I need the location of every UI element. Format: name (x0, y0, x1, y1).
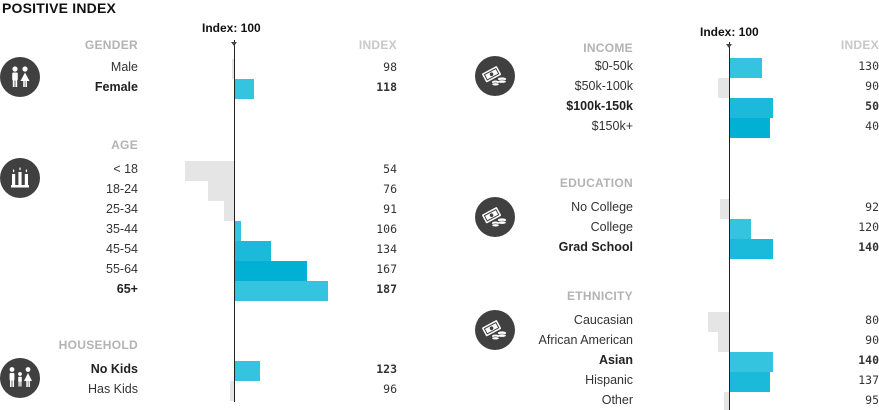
row-label: Has Kids (87, 382, 138, 396)
row-index-value: 98 (383, 60, 397, 74)
row-index-value: 187 (376, 282, 397, 296)
money-icon (475, 310, 515, 350)
index-bar (718, 332, 729, 352)
row-label: Male (110, 60, 138, 74)
row-index-value: 106 (376, 222, 397, 236)
row-index-value: 40 (865, 119, 879, 133)
right-index-100-axis (729, 42, 730, 410)
right-section-title-education: EDUCATION (559, 176, 633, 190)
index-bar (231, 59, 234, 79)
age-icon (0, 158, 40, 198)
index-bar (730, 58, 763, 78)
row-label: Female (94, 80, 138, 94)
index-bar (208, 181, 234, 201)
left-index-100-axis (234, 40, 235, 402)
row-label: No Kids (90, 362, 138, 376)
money-icon-glyph (482, 320, 507, 341)
row-index-value: 54 (383, 162, 397, 176)
row-label: Hispanic (585, 373, 633, 387)
right-axis-label: Index: 100 (700, 25, 759, 39)
index-bar (235, 281, 329, 301)
gender-icon (0, 57, 40, 97)
left-axis-marker-icon (231, 42, 237, 46)
row-index-value: 120 (858, 220, 879, 234)
row-index-value: 91 (383, 202, 397, 216)
age-icon-glyph (11, 167, 29, 188)
index-bar (235, 261, 307, 281)
index-bar (707, 312, 729, 332)
right-section-title-ethnicity: ETHNICITY (566, 289, 633, 303)
row-label: No College (571, 200, 633, 214)
row-index-value: 140 (858, 353, 879, 367)
row-label: 18-24 (106, 182, 138, 196)
row-label: 35-44 (106, 222, 138, 236)
row-index-value: 76 (383, 182, 397, 196)
row-index-value: 50 (865, 99, 879, 113)
row-label: 55-64 (106, 262, 138, 276)
row-label: 45-54 (106, 242, 138, 256)
index-bar (235, 79, 255, 99)
index-bar (730, 118, 770, 138)
row-index-value: 130 (858, 59, 879, 73)
index-bar (730, 98, 773, 118)
left-index-column-header: INDEX (358, 38, 397, 52)
left-section-title-age: AGE (111, 138, 138, 152)
row-index-value: 123 (376, 362, 397, 376)
right-axis-marker-icon (726, 44, 732, 48)
row-label: College (590, 220, 633, 234)
row-index-value: 167 (376, 262, 397, 276)
index-bar (730, 372, 770, 392)
index-bar (718, 78, 729, 98)
row-label: 65+ (116, 282, 138, 296)
row-index-value: 90 (865, 79, 879, 93)
money-icon (475, 56, 515, 96)
money-icon-glyph (482, 66, 507, 87)
index-bar (730, 352, 773, 372)
row-label: Asian (598, 353, 633, 367)
left-axis-label: Index: 100 (202, 21, 261, 35)
index-bar (235, 221, 242, 241)
money-icon-glyph (482, 207, 507, 228)
row-label: Other (601, 393, 633, 407)
money-icon (475, 197, 515, 237)
right-index-column-header: INDEX (840, 38, 879, 52)
row-index-value: 80 (865, 313, 879, 327)
row-index-value: 90 (865, 333, 879, 347)
row-label: Grad School (558, 240, 633, 254)
page-title: POSITIVE INDEX (2, 0, 117, 16)
index-bar (184, 161, 234, 181)
index-bar (730, 239, 773, 259)
row-label: 25-34 (106, 202, 138, 216)
row-index-value: 137 (858, 373, 879, 387)
row-label: $150k+ (591, 119, 633, 133)
row-index-value: 95 (865, 393, 879, 407)
left-section-title-gender: GENDER (84, 38, 138, 52)
index-bar (723, 392, 729, 410)
row-index-value: 140 (858, 240, 879, 254)
row-label: Caucasian (573, 313, 633, 327)
row-index-value: 96 (383, 382, 397, 396)
index-bar (224, 201, 234, 221)
row-label: < 18 (113, 162, 138, 176)
row-index-value: 134 (376, 242, 397, 256)
index-bar (720, 199, 729, 219)
row-index-value: 118 (376, 80, 397, 94)
index-bar (229, 381, 234, 401)
gender-icon-glyph (12, 66, 30, 87)
right-section-title-income: INCOME (583, 41, 633, 55)
left-section-title-household: HOUSEHOLD (58, 338, 138, 352)
index-bar (235, 361, 260, 381)
index-bar (235, 241, 272, 261)
row-label: $50k-100k (574, 79, 633, 93)
household-icon-glyph (9, 367, 32, 387)
row-label: $100k-150k (566, 99, 633, 113)
household-icon (0, 358, 40, 398)
index-bar (730, 219, 752, 239)
row-index-value: 92 (865, 200, 879, 214)
row-label: African American (538, 333, 633, 347)
row-label: $0-50k (594, 59, 633, 73)
